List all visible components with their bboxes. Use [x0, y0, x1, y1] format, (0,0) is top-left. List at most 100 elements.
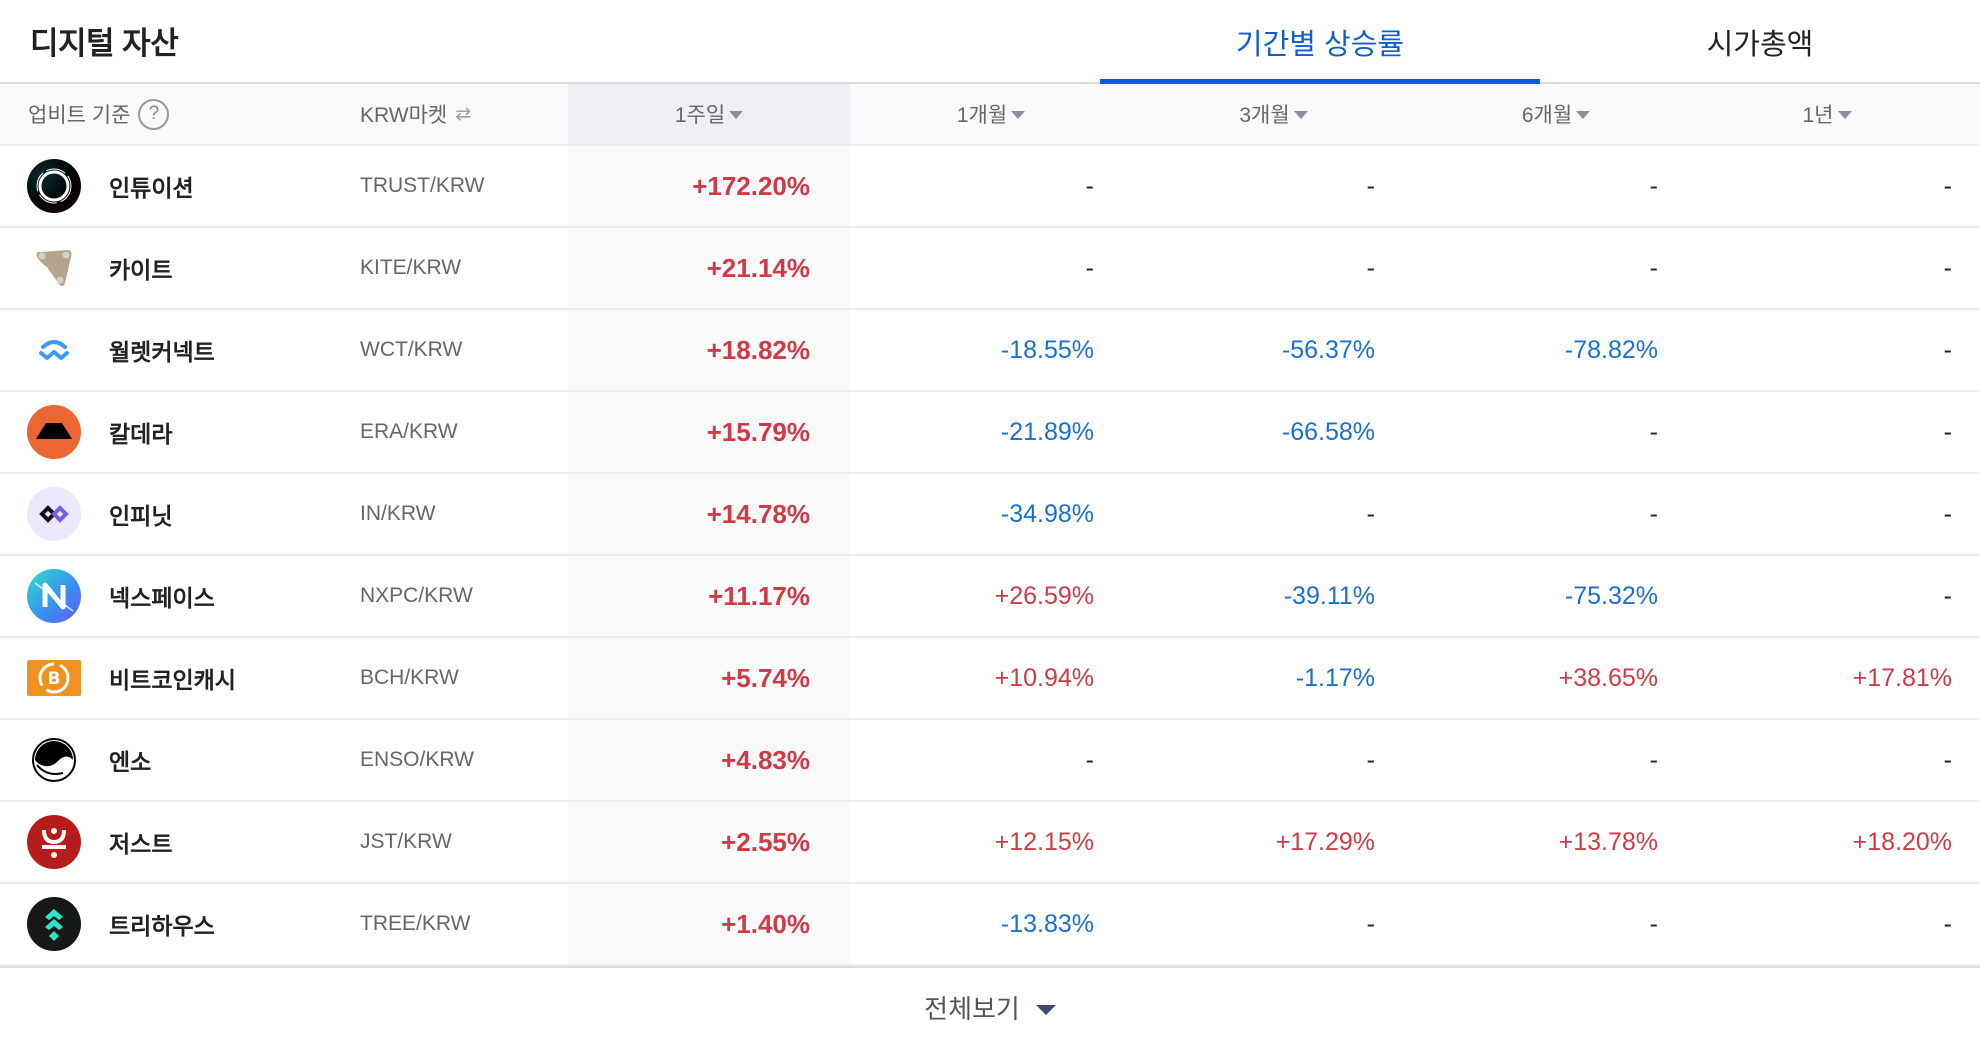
return-1y: - — [1943, 171, 1952, 200]
asset-name[interactable]: 비트코인캐시 — [109, 667, 236, 693]
just-icon — [27, 815, 81, 869]
tab-market-cap[interactable]: 시가총액 — [1706, 29, 1814, 61]
column-label-1w: 1주일 — [674, 104, 726, 127]
nexpace-icon — [27, 569, 81, 623]
basis-label: 업비트 기준 — [28, 104, 131, 127]
asset-name[interactable]: 엔소 — [109, 749, 152, 775]
asset-name[interactable]: 저스트 — [109, 831, 173, 857]
table-row[interactable]: 인피닛 IN/KRW +14.78% -34.98% - - - — [0, 474, 1980, 556]
return-1w: +172.20% — [568, 146, 850, 226]
return-3m: -66.58% — [1281, 417, 1375, 446]
return-6m: +38.65% — [1558, 663, 1658, 692]
table-row[interactable]: 카이트 KITE/KRW +21.14% - - - - — [0, 228, 1980, 310]
sort-caret-icon — [1837, 111, 1852, 119]
return-3m: - — [1366, 499, 1375, 528]
return-1w: +14.78% — [568, 474, 850, 554]
return-1y: - — [1943, 745, 1952, 774]
return-1m: +10.94% — [994, 663, 1094, 692]
return-1m: - — [1085, 253, 1094, 282]
return-1m: -18.55% — [1000, 335, 1094, 364]
return-6m: -75.32% — [1564, 581, 1658, 610]
return-3m: - — [1366, 171, 1375, 200]
table-row[interactable]: 월렛커넥트 WCT/KRW +18.82% -18.55% -56.37% -7… — [0, 310, 1980, 392]
market-toggle[interactable]: KRW마켓 ⇄ — [360, 84, 471, 144]
table-row[interactable]: 저스트 JST/KRW +2.55% +12.15% +17.29% +13.7… — [0, 802, 1980, 884]
enso-icon — [27, 733, 81, 787]
table-row[interactable]: 트리하우스 TREE/KRW +1.40% -13.83% - - - — [0, 884, 1980, 966]
return-1y: - — [1943, 253, 1952, 282]
basis-header: 업비트 기준 ? — [28, 84, 170, 144]
return-6m: - — [1649, 171, 1658, 200]
return-1m: -21.89% — [1000, 417, 1094, 446]
return-1m: -13.83% — [1000, 909, 1094, 938]
kite-icon — [27, 241, 81, 295]
return-1m: -34.98% — [1000, 499, 1094, 528]
return-6m: -78.82% — [1564, 335, 1658, 364]
return-1y: - — [1943, 581, 1952, 610]
column-label-6m: 6개월 — [1521, 104, 1573, 127]
return-6m: - — [1649, 417, 1658, 446]
walletconnect-icon — [27, 323, 81, 377]
asset-name[interactable]: 카이트 — [109, 257, 173, 283]
asset-name[interactable]: 칼데라 — [109, 421, 173, 447]
return-1m: +26.59% — [994, 581, 1094, 610]
asset-name[interactable]: 인피닛 — [109, 503, 173, 529]
return-3m: - — [1366, 253, 1375, 282]
page-title: 디지털 자산 — [30, 26, 179, 61]
return-1y: - — [1943, 335, 1952, 364]
asset-pair: WCT/KRW — [360, 338, 463, 361]
table-row[interactable]: 넥스페이스 NXPC/KRW +11.17% +26.59% -39.11% -… — [0, 556, 1980, 638]
asset-name[interactable]: 월렛커넥트 — [109, 339, 215, 365]
return-6m: - — [1649, 909, 1658, 938]
return-1y: - — [1943, 499, 1952, 528]
sort-caret-icon — [1293, 111, 1308, 119]
table-row[interactable]: 칼데라 ERA/KRW +15.79% -21.89% -66.58% - - — [0, 392, 1980, 474]
return-1m: - — [1085, 171, 1094, 200]
return-1m: +12.15% — [994, 827, 1094, 856]
table-row[interactable]: 엔소 ENSO/KRW +4.83% - - - - — [0, 720, 1980, 802]
return-1y: - — [1943, 909, 1952, 938]
return-1y: - — [1943, 417, 1952, 446]
asset-name[interactable]: 넥스페이스 — [109, 585, 215, 611]
sort-caret-icon — [729, 111, 744, 119]
column-header-1y[interactable]: 1년 — [1697, 84, 1957, 144]
column-label-3m: 3개월 — [1239, 104, 1290, 127]
infinit-icon — [27, 487, 81, 541]
column-header-6m[interactable]: 6개월 — [1415, 84, 1697, 144]
intuition-icon — [27, 159, 81, 213]
column-label-1y: 1년 — [1802, 104, 1834, 127]
view-all-button[interactable]: 전체보기 — [924, 989, 1056, 1026]
return-3m: -56.37% — [1281, 335, 1375, 364]
return-1w: +2.55% — [568, 802, 850, 882]
asset-name[interactable]: 인튜이션 — [109, 175, 194, 201]
return-1w: +15.79% — [568, 392, 850, 472]
column-header-1w[interactable]: 1주일 — [568, 84, 850, 144]
table-header: 업비트 기준 ? KRW마켓 ⇄ 1주일 1개월 3개월 6개월 1년 — [0, 84, 1980, 146]
asset-name[interactable]: 트리하우스 — [109, 913, 215, 939]
svg-text:B: B — [48, 669, 61, 689]
column-header-3m[interactable]: 3개월 — [1132, 84, 1415, 144]
return-1w: +11.17% — [568, 556, 850, 636]
asset-pair: IN/KRW — [360, 502, 436, 525]
top-bar: 디지털 자산 기간별 상승률 시가총액 — [0, 0, 1980, 86]
return-6m: - — [1649, 499, 1658, 528]
tab-period-return[interactable]: 기간별 상승률 — [1100, 0, 1540, 86]
treehouse-icon — [27, 897, 81, 951]
return-3m: -39.11% — [1283, 581, 1375, 610]
asset-pair: ENSO/KRW — [360, 748, 474, 771]
return-1y: +18.20% — [1852, 827, 1952, 856]
chevron-down-icon — [1035, 1005, 1056, 1015]
sort-caret-icon — [1576, 111, 1591, 119]
caldera-icon — [27, 405, 81, 459]
return-3m: -1.17% — [1295, 663, 1375, 692]
help-icon[interactable]: ? — [138, 98, 170, 130]
asset-pair: NXPC/KRW — [360, 584, 473, 607]
return-6m: - — [1649, 253, 1658, 282]
return-6m: +13.78% — [1558, 827, 1658, 856]
return-1w: +4.83% — [568, 720, 850, 800]
swap-icon[interactable]: ⇄ — [455, 103, 472, 125]
market-label: KRW마켓 — [360, 104, 448, 127]
column-header-1m[interactable]: 1개월 — [850, 84, 1132, 144]
table-row[interactable]: B 비트코인캐시 BCH/KRW +5.74% +10.94% -1.17% +… — [0, 638, 1980, 720]
table-row[interactable]: 인튜이션 TRUST/KRW +172.20% - - - - — [0, 146, 1980, 228]
